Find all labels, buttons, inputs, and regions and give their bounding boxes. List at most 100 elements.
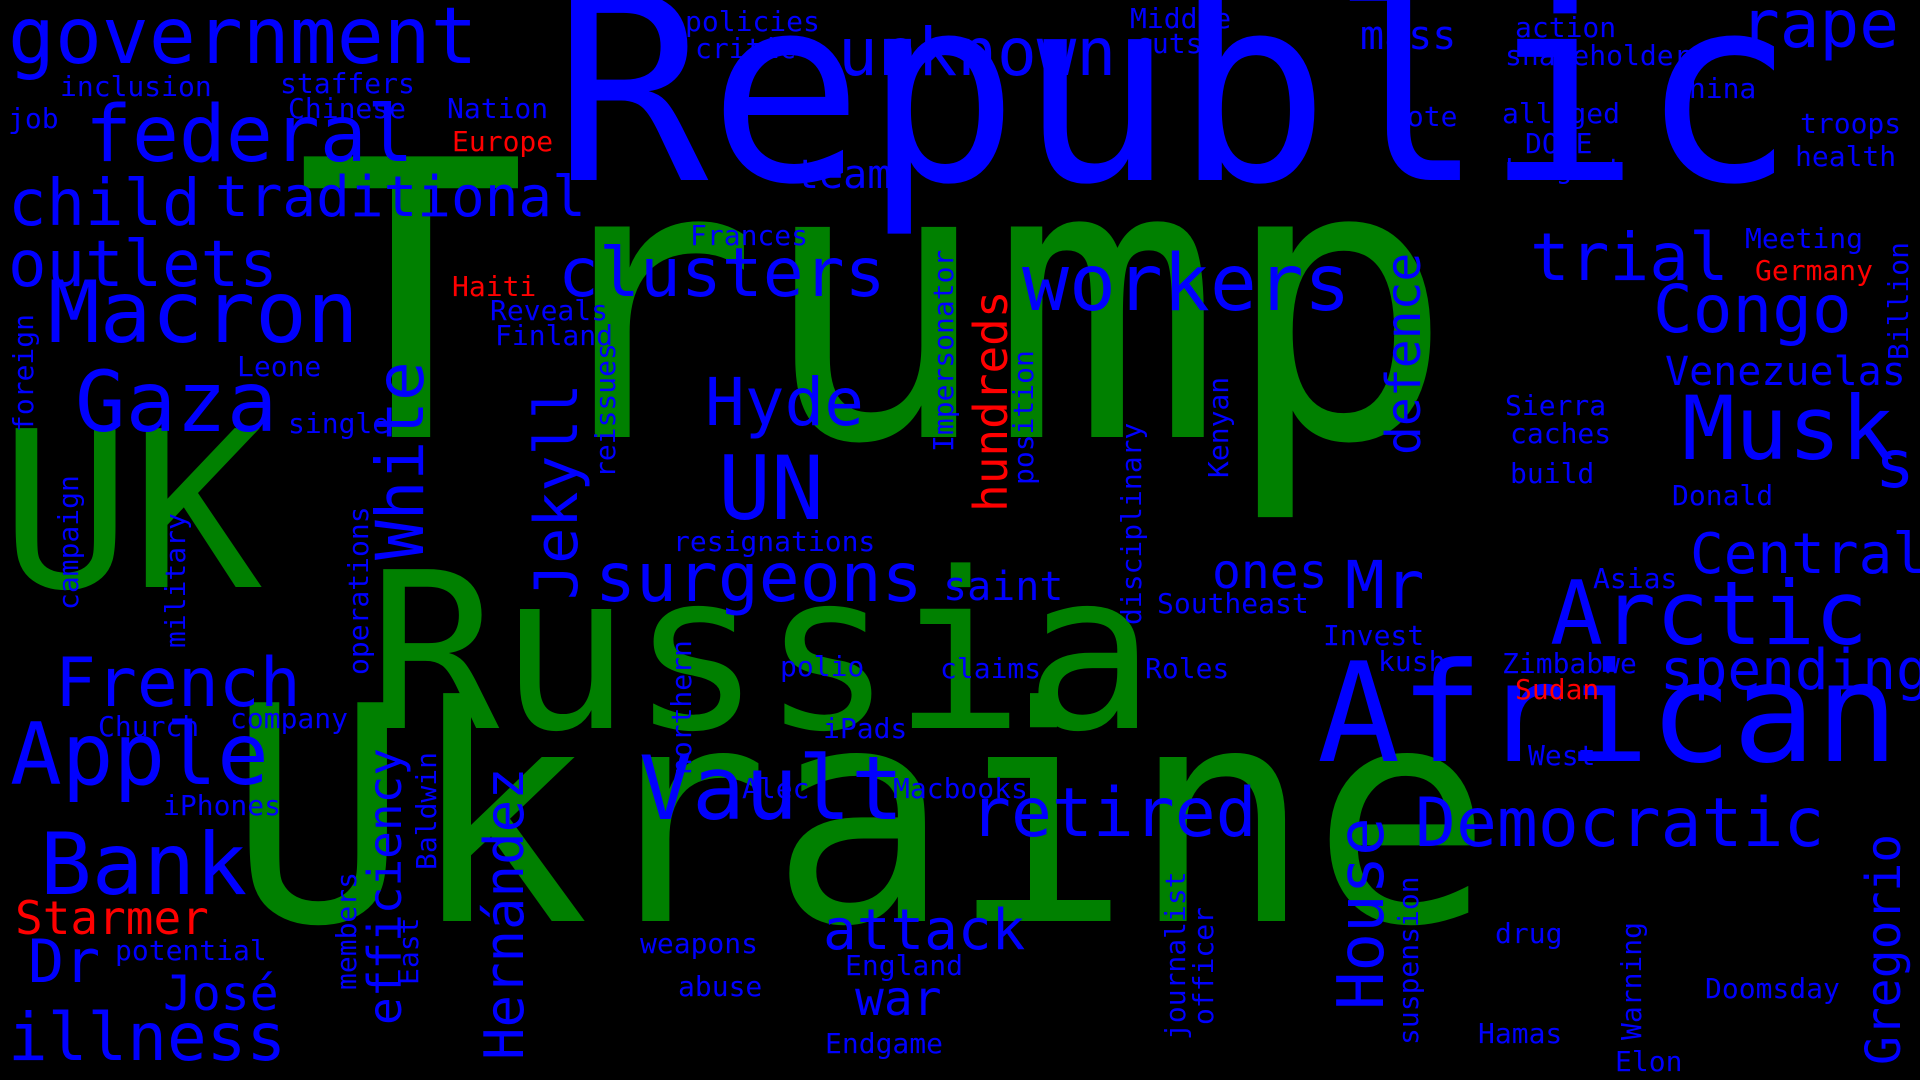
word-spending: spending — [1660, 638, 1920, 703]
word-frances: Frances — [690, 219, 809, 252]
word-doge: DOGE — [1525, 127, 1593, 160]
word-war: war — [855, 971, 942, 1027]
word-elon: Elon — [1615, 1045, 1683, 1078]
word-military: military — [159, 513, 192, 648]
word-democratic: Democratic — [1415, 784, 1825, 863]
word-campaign: campaign — [52, 475, 85, 610]
word-alleged: alleged — [1502, 97, 1621, 130]
word-trump: Trump — [295, 80, 1454, 528]
word-journalist: journalist — [1159, 871, 1192, 1040]
word-members: members — [330, 871, 363, 990]
word-drug: drug — [1495, 917, 1563, 950]
word-starmer: Starmer — [15, 891, 209, 945]
word-attack: attack — [823, 898, 1026, 963]
word-french: French — [55, 644, 301, 723]
word-outlets: outlets — [8, 228, 278, 302]
word-endgame: Endgame — [825, 1027, 944, 1060]
word-cuts: cuts — [1135, 27, 1203, 60]
word-weapons: weapons — [640, 927, 759, 960]
word-single: single — [288, 407, 390, 440]
word-company: company — [230, 702, 349, 735]
word-hernandez: Hernández — [473, 767, 536, 1060]
word-kenyan: Kenyan — [1202, 376, 1235, 478]
word-surgeons: surgeons — [595, 539, 923, 618]
word-retired: retired — [970, 774, 1257, 853]
word-sierra: Sierra — [1505, 389, 1607, 422]
word-jekyll: Jekyll — [522, 383, 592, 600]
word-house: House — [1325, 817, 1399, 1010]
word-warning: Warning — [1615, 921, 1648, 1040]
word-illness: illness — [8, 999, 287, 1076]
word-billion: Billion — [1882, 241, 1915, 360]
word-gregorio: Gregorio — [1856, 833, 1912, 1065]
word-shareholders: shareholders — [1505, 39, 1708, 72]
word-congo: Congo — [1653, 271, 1852, 348]
word-vote: vote — [1390, 100, 1458, 133]
word-haiti: Haiti — [452, 270, 537, 303]
word-build: build — [1510, 457, 1595, 490]
word-resignations: resignations — [673, 525, 876, 558]
word-kush: kush — [1378, 645, 1446, 678]
word-invest: Invest — [1323, 619, 1425, 652]
word-chinese: Chinese — [288, 92, 407, 125]
word-uk: UK — [0, 386, 263, 639]
word-un: UN — [718, 437, 824, 540]
word-rape: rape — [1740, 0, 1899, 63]
word-unknown: unknown — [838, 14, 1117, 91]
word-action: action — [1515, 11, 1617, 44]
word-meeting: Meeting — [1745, 222, 1864, 255]
word-vault: Vault — [639, 737, 904, 840]
word-saint: saint — [943, 564, 1064, 610]
word-donald: Donald — [1672, 479, 1774, 512]
word-position: position — [1007, 350, 1040, 485]
word-abuse: abuse — [678, 970, 763, 1003]
word-ukraine: Ukraine — [228, 643, 1493, 992]
word-disciplinary: disciplinary — [1115, 422, 1148, 625]
word-finland: Finland — [495, 319, 614, 352]
word-arctic: Arctic — [1550, 562, 1868, 665]
word-middle: Middle — [1130, 2, 1232, 35]
word-doomsday: Doomsday — [1705, 972, 1840, 1005]
word-claims: claims — [940, 652, 1042, 685]
word-s: s — [1875, 426, 1915, 503]
word-iphones: iPhones — [163, 789, 282, 822]
word-zimbabwe: Zimbabwe — [1502, 647, 1637, 680]
word-roles: Roles — [1145, 652, 1230, 685]
word-jose: José — [163, 966, 279, 1022]
word-europe: Europe — [452, 125, 554, 158]
word-macbooks: Macbooks — [893, 772, 1028, 805]
word-foreign: foreign — [7, 313, 40, 432]
word-china: China — [1672, 72, 1757, 105]
word-musk: Musk — [1682, 377, 1894, 480]
word-suspension: suspension — [1392, 876, 1425, 1045]
word-gaza: Gaza — [75, 353, 278, 451]
word-critic: critic — [695, 32, 797, 65]
word-white: White — [362, 361, 439, 560]
word-ipads: iPads — [823, 712, 908, 745]
word-child: child — [8, 167, 201, 241]
word-west: West — [1528, 739, 1596, 772]
word-caches: caches — [1510, 417, 1612, 450]
word-baldwin: Baldwin — [410, 751, 443, 870]
word-venezuelas: Venezuelas — [1665, 349, 1906, 395]
word-team: team — [795, 152, 892, 198]
word-officer: officer — [1187, 906, 1220, 1025]
word-mass: mass — [1360, 13, 1457, 59]
word-defence: defence — [1376, 252, 1432, 455]
word-ones: ones — [1212, 544, 1328, 600]
word-northern: northern — [665, 640, 698, 775]
word-clusters: clusters — [558, 234, 886, 313]
word-staffers: staffers — [280, 67, 415, 100]
word-macron: Macron — [48, 263, 359, 363]
word-potential: potential — [115, 934, 267, 967]
word-republic: Republic — [553, 0, 1796, 241]
word-central: Central — [1690, 522, 1920, 587]
word-workers: workers — [1022, 239, 1351, 329]
word-reissues: reissues — [589, 343, 622, 478]
word-operations: operations — [342, 506, 375, 675]
word-apple: Apple — [10, 705, 269, 805]
word-policies: policies — [685, 5, 820, 38]
word-health: health — [1795, 140, 1897, 173]
word-troops: troops — [1800, 107, 1902, 140]
